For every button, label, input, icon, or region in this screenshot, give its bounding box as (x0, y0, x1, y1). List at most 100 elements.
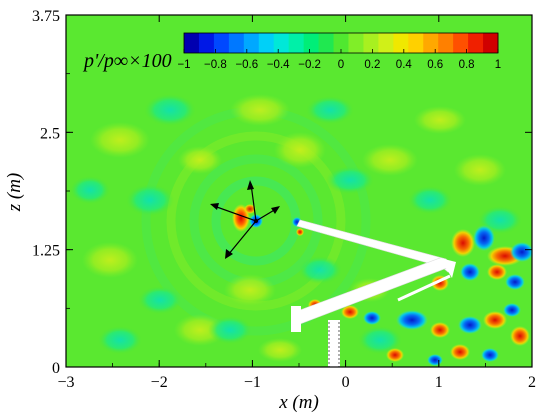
colorbar-tick-label: 0.8 (459, 59, 475, 71)
colorbar-swatch (333, 33, 349, 53)
source-markers (210, 180, 280, 259)
direction-arrow-left (213, 205, 257, 222)
colorbar-swatch (363, 33, 379, 53)
field-wake-fluctuation (510, 242, 532, 262)
field-fluctuation (144, 94, 196, 126)
x-axis-label: x (m) (278, 392, 319, 413)
y-tick-label: 3.75 (32, 8, 60, 25)
field-fluctuation (274, 132, 326, 168)
field-wake-fluctuation (427, 354, 443, 366)
y-tick-label: 1.25 (32, 243, 60, 260)
colorbar-swatch (258, 33, 275, 53)
field-fluctuation (98, 326, 142, 354)
colorbar-tick-label: −0.6 (235, 59, 258, 71)
field-wake-fluctuation (510, 326, 530, 346)
colorbar-swatches (184, 33, 499, 53)
colorbar-swatch (393, 33, 409, 53)
direction-arrow-right (255, 208, 277, 222)
field-fluctuation (258, 338, 302, 362)
colorbar-tick-label: −0.2 (298, 59, 321, 71)
field-wake-fluctuation (386, 348, 404, 362)
field-wake-fluctuation (296, 228, 304, 236)
field-fluctuation (408, 186, 452, 214)
colorbar-swatch (184, 33, 200, 53)
colorbar-swatch (408, 33, 424, 53)
field-fluctuation (126, 184, 174, 216)
colorbar-tick-label: −0.4 (267, 59, 290, 71)
field-wake-fluctuation (396, 310, 428, 330)
field-wake-fluctuation (487, 264, 507, 280)
colorbar-title: p'/p∞×100 (82, 50, 172, 72)
field-wake-fluctuation (483, 311, 507, 329)
colorbar-tick-label: 0.6 (427, 59, 443, 71)
wave-ring (166, 131, 346, 311)
y-axis-label: z (m) (4, 173, 25, 213)
colorbar-tick-label: 0.4 (396, 59, 413, 71)
direction-arrow-up (250, 183, 257, 222)
field-fluctuation (208, 316, 252, 344)
y-axis: 0 1.25 2.5 3.75 (32, 8, 532, 377)
colorbar-swatch (213, 33, 230, 53)
colorbar-swatch (453, 33, 469, 53)
colorbar: −1 −0.8 −0.6 −0.4 −0.2 0 0.2 0.4 0.6 0.8 1 p'/p∞×1… (82, 32, 501, 72)
field-fluctuation (224, 274, 276, 306)
strut-tip (440, 258, 456, 278)
flow-geometry (291, 219, 456, 367)
colorbar-swatch (198, 33, 215, 53)
colorbar-swatch (438, 33, 454, 53)
field-wake-fluctuation (503, 303, 521, 317)
x-tick-label: 1 (435, 374, 443, 391)
pressure-field (70, 94, 532, 366)
colorbar-tick-label: 0.2 (364, 59, 380, 71)
colorbar-swatch (228, 33, 245, 53)
colorbar-swatch (348, 33, 364, 53)
x-tick-label: 2 (528, 374, 536, 391)
colorbar-swatch (303, 33, 319, 53)
field-fluctuation (90, 122, 150, 158)
field-fluctuation (362, 144, 418, 176)
arrowhead-left (210, 203, 219, 210)
field-fluctuation (306, 96, 354, 124)
colorbar-swatch (483, 33, 499, 53)
y-tick-label: 0 (52, 360, 60, 377)
arrowhead-down (225, 249, 233, 259)
colorbar-swatch (273, 33, 290, 53)
field-fluctuation (414, 106, 466, 134)
field-wake-fluctuation (341, 305, 359, 319)
field-fluctuation (326, 166, 374, 194)
field-fluctuation (178, 146, 222, 174)
colorbar-swatch (378, 33, 394, 53)
x-tick-label: 0 (342, 374, 350, 391)
x-tick-label: −3 (57, 374, 74, 391)
colorbar-tick-label: −0.8 (204, 59, 227, 71)
field-wake-fluctuation (473, 225, 495, 251)
field-fluctuation (138, 286, 182, 314)
field-wake-fluctuation (363, 311, 381, 325)
lower-strut-base (291, 306, 301, 332)
x-tick-label: −2 (151, 374, 168, 391)
colorbar-swatch (423, 33, 439, 53)
direction-arrow-down (227, 220, 257, 256)
colorbar-swatch (243, 33, 260, 53)
field-fluctuation (298, 256, 342, 284)
field-fluctuation (358, 326, 402, 354)
colorbar-tick-label: −1 (177, 59, 190, 71)
arrowhead-up (247, 180, 254, 190)
field-lobe-positive (244, 204, 256, 214)
field-fluctuation (70, 176, 110, 204)
colorbar-ticks: −1 −0.8 −0.6 −0.4 −0.2 0 0.2 0.4 0.6 0.8 1 (177, 49, 501, 71)
colorbar-swatch (468, 33, 484, 53)
ground-column (328, 320, 340, 367)
field-wake-fluctuation (430, 322, 450, 338)
arrowhead-right (271, 206, 280, 214)
x-axis: −3 −2 −1 0 1 2 (57, 15, 536, 391)
field-wake-fluctuation (451, 229, 475, 257)
y-tick-label: 2.5 (40, 125, 60, 142)
field-wake-fluctuation (458, 316, 482, 334)
field-wake-fluctuation (481, 348, 499, 362)
colorbar-tick-label: 1 (495, 59, 501, 71)
field-wake-fluctuation (460, 263, 480, 281)
colorbar-swatch (288, 33, 305, 53)
x-tick-label: −1 (244, 374, 261, 391)
